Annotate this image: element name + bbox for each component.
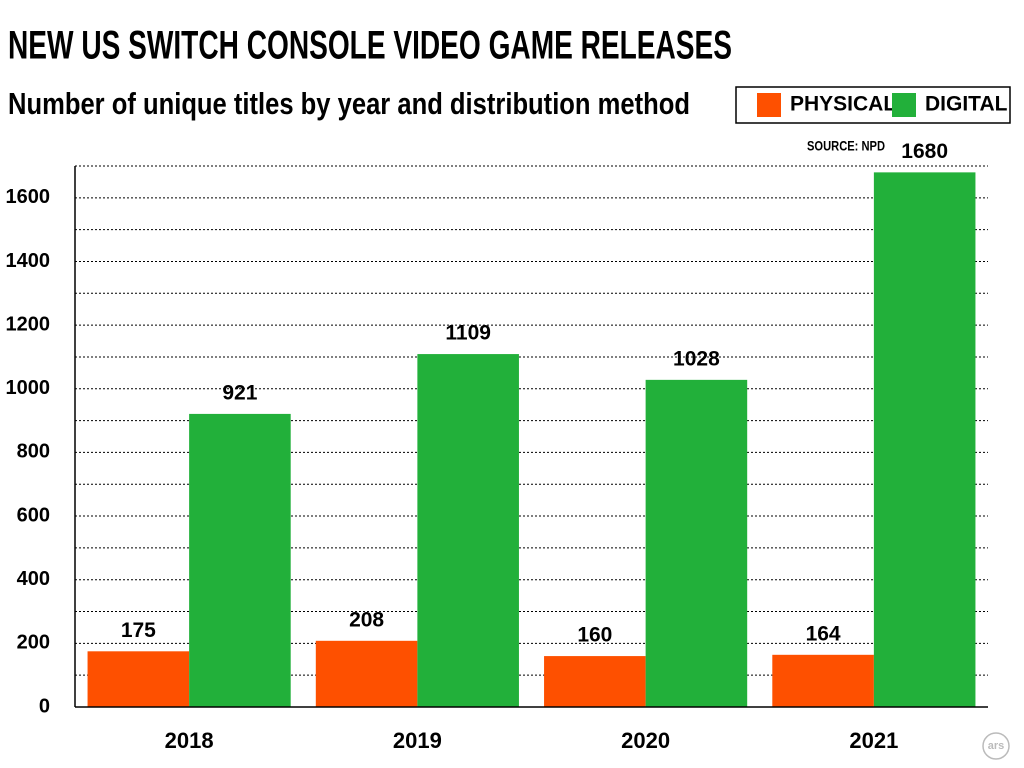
y-tick-label: 1000	[6, 377, 51, 399]
x-tick-label: 2018	[165, 728, 214, 753]
legend-swatch	[757, 93, 781, 117]
legend-swatch	[892, 93, 916, 117]
bar	[87, 651, 190, 707]
bar	[315, 640, 418, 707]
legend-label: DIGITAL	[925, 93, 1008, 116]
y-tick-label: 1200	[6, 313, 51, 335]
y-tick-label: 0	[39, 695, 50, 717]
y-tick-label: 1600	[6, 186, 51, 208]
y-tick-label: 800	[17, 441, 50, 463]
value-label: 1680	[901, 140, 948, 163]
value-label: 175	[121, 619, 156, 642]
chart-title: NEW US SWITCH CONSOLE VIDEO GAME RELEASE…	[8, 24, 732, 68]
bar	[645, 379, 748, 707]
value-label: 160	[577, 624, 612, 647]
bar	[873, 172, 976, 708]
bar	[417, 354, 519, 707]
y-tick-label: 600	[17, 504, 50, 526]
x-tick-label: 2021	[849, 728, 898, 753]
value-label: 208	[349, 608, 384, 631]
y-tick-label: 200	[17, 632, 50, 654]
x-tick-label: 2020	[621, 728, 670, 753]
y-tick-label: 400	[17, 568, 50, 590]
bar	[189, 413, 291, 707]
logo: ars	[988, 740, 1005, 752]
value-label: 1109	[445, 322, 491, 345]
x-tick-label: 2019	[393, 728, 442, 753]
chart-subtitle: Number of unique titles by year and dist…	[8, 86, 690, 121]
legend-box	[735, 86, 1011, 124]
value-label: 164	[806, 622, 841, 645]
bar	[772, 654, 874, 707]
bar	[544, 656, 646, 707]
logo-ring	[982, 732, 1010, 760]
value-label: 921	[222, 381, 257, 404]
y-tick-label: 1400	[6, 250, 51, 272]
source: SOURCE: NPD	[807, 138, 885, 154]
value-label: 1028	[673, 347, 720, 370]
legend-label: PHYSICAL	[790, 93, 896, 116]
